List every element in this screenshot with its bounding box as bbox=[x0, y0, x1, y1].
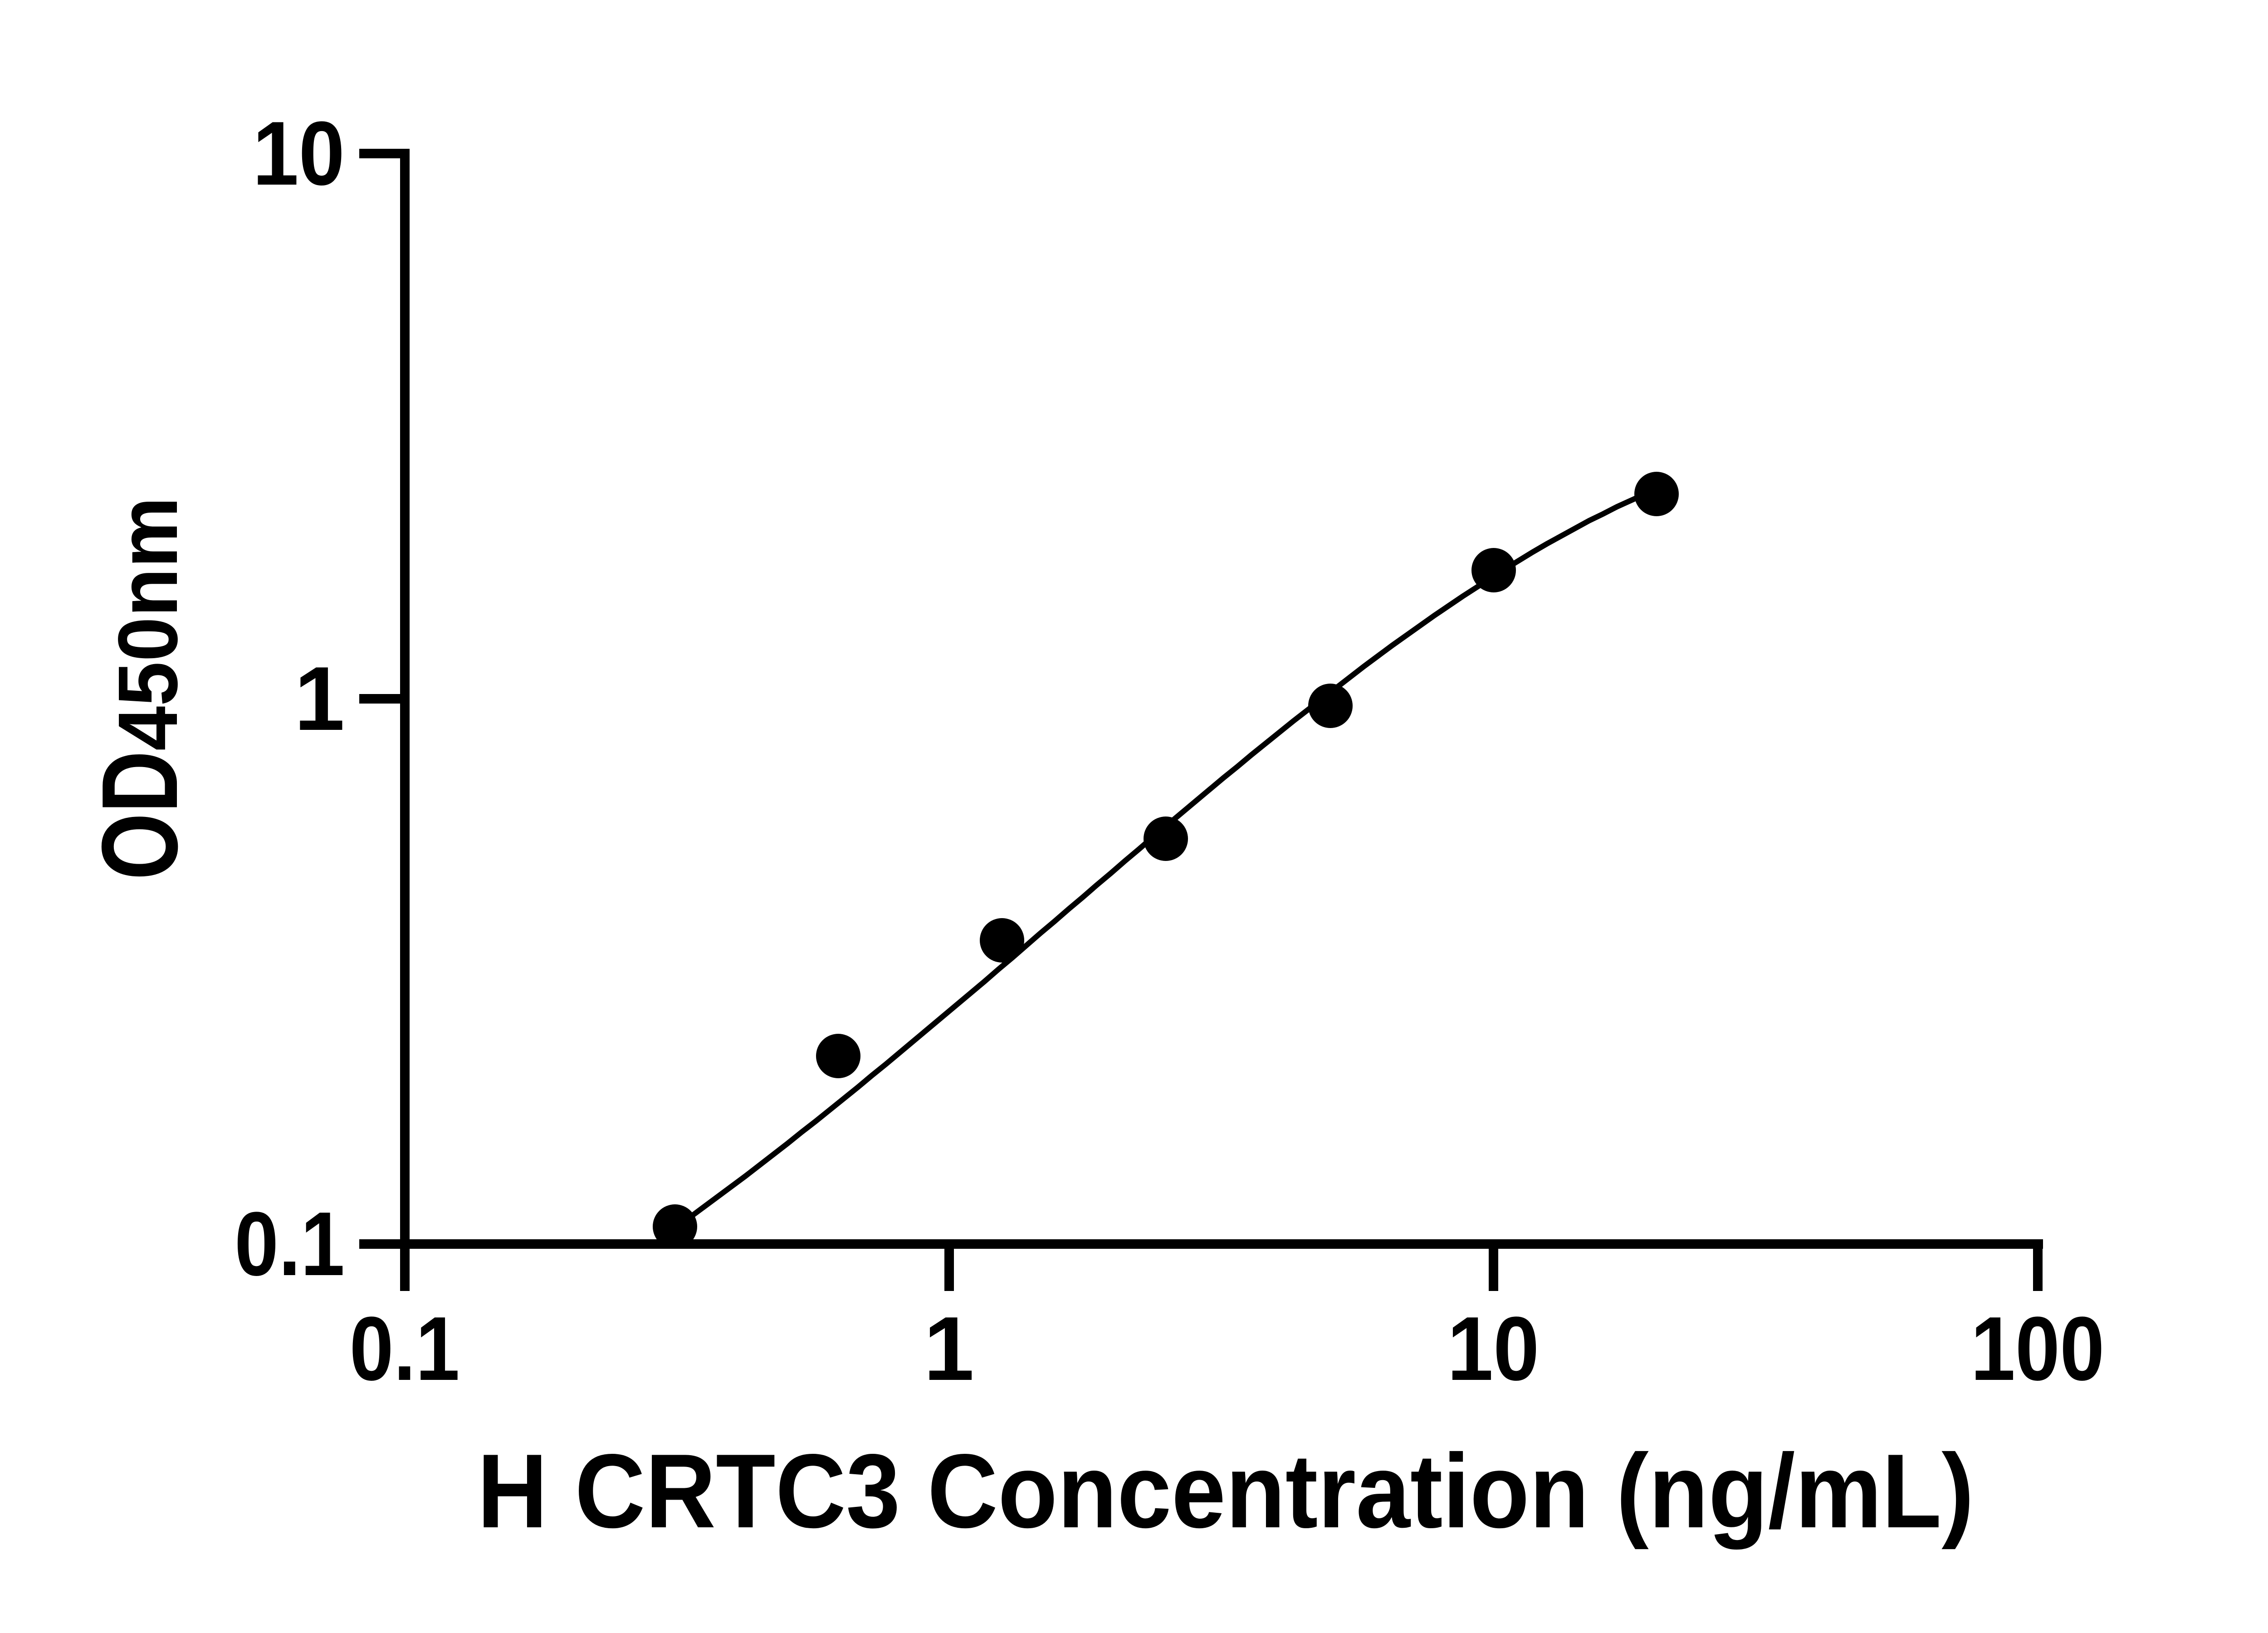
svg-text:1: 1 bbox=[294, 648, 345, 749]
svg-text:100: 100 bbox=[1971, 1298, 2105, 1399]
svg-text:1: 1 bbox=[924, 1298, 974, 1399]
svg-text:H CRTC3 Concentration (ng/mL): H CRTC3 Concentration (ng/mL) bbox=[477, 1433, 1974, 1550]
svg-text:10: 10 bbox=[253, 103, 345, 204]
svg-text:0.1: 0.1 bbox=[235, 1193, 345, 1295]
svg-text:450nm: 450nm bbox=[101, 497, 195, 751]
svg-text:10: 10 bbox=[1447, 1298, 1540, 1399]
svg-text:0.1: 0.1 bbox=[350, 1298, 460, 1399]
svg-text:OD: OD bbox=[80, 751, 200, 880]
